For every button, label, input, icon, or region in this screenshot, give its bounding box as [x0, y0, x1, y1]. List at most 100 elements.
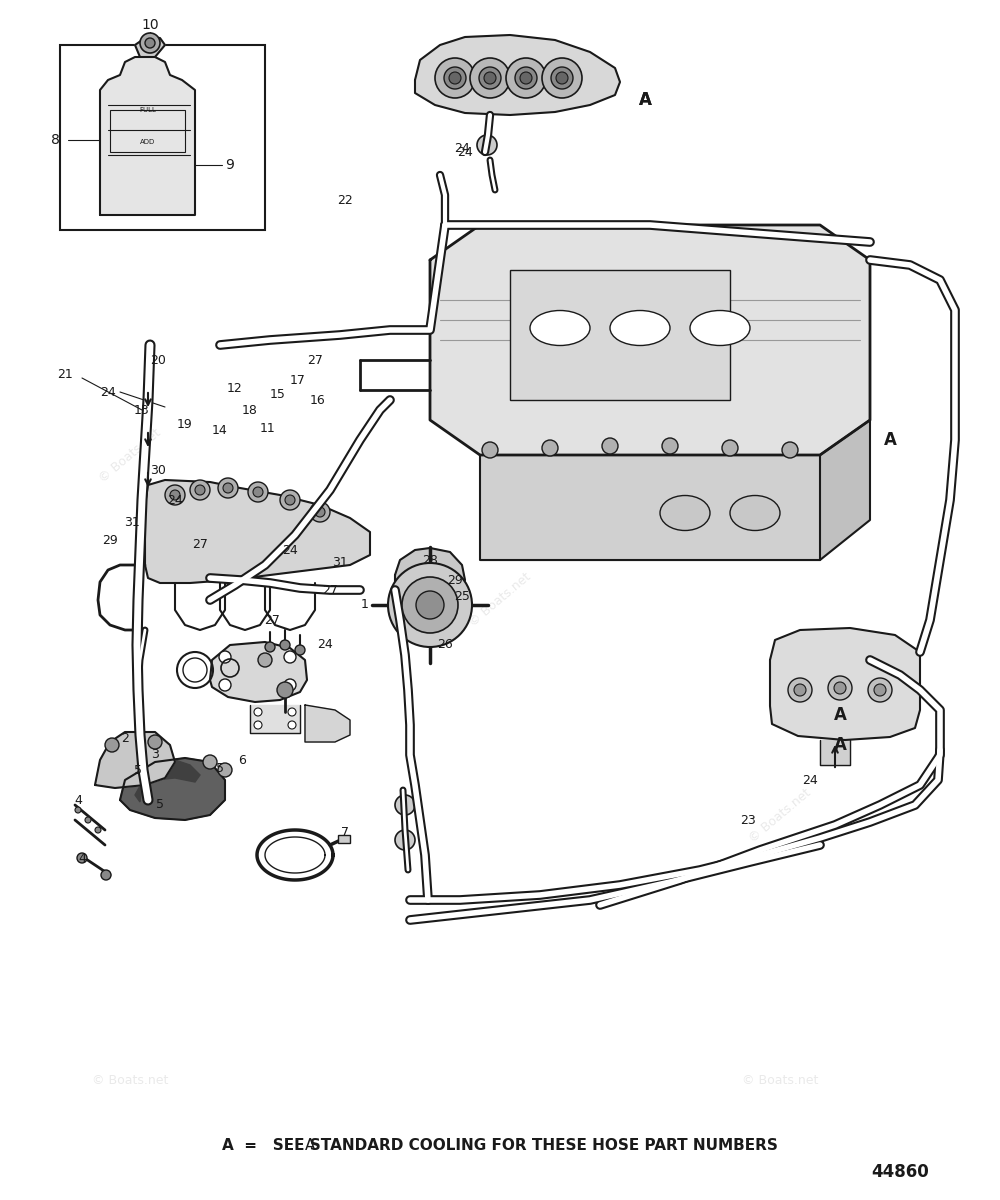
Polygon shape	[135, 758, 200, 802]
Text: 10: 10	[141, 18, 159, 32]
Text: 23: 23	[740, 814, 756, 827]
Circle shape	[395, 794, 415, 815]
Bar	[510, 270, 730, 400]
Circle shape	[280, 640, 290, 650]
Text: A  =   SEE STANDARD COOLING FOR THESE HOSE PART NUMBERS: A = SEE STANDARD COOLING FOR THESE HOSE …	[222, 1138, 778, 1152]
Text: 16: 16	[310, 394, 326, 407]
Circle shape	[253, 487, 263, 497]
Text: 44860: 44860	[871, 1163, 929, 1181]
Circle shape	[85, 817, 91, 823]
Circle shape	[449, 72, 461, 84]
Text: 3: 3	[151, 749, 159, 762]
Circle shape	[140, 32, 160, 53]
Text: 24: 24	[317, 638, 333, 652]
Circle shape	[203, 755, 217, 769]
Circle shape	[165, 485, 185, 505]
Circle shape	[223, 482, 233, 493]
Circle shape	[515, 67, 537, 89]
Polygon shape	[145, 480, 370, 583]
Text: 29: 29	[447, 574, 463, 587]
Text: 22: 22	[337, 193, 353, 206]
Text: 29: 29	[102, 534, 118, 546]
Circle shape	[722, 440, 738, 456]
Polygon shape	[95, 732, 175, 788]
Text: A: A	[834, 736, 846, 754]
Text: 6: 6	[238, 754, 246, 767]
Text: 9: 9	[226, 158, 234, 172]
Polygon shape	[135, 37, 165, 56]
Text: 1: 1	[361, 599, 369, 612]
Circle shape	[101, 870, 111, 880]
Circle shape	[280, 490, 300, 510]
Text: 4: 4	[74, 793, 82, 806]
Circle shape	[470, 58, 510, 98]
Bar	[110, 110, 185, 152]
Circle shape	[479, 67, 501, 89]
Text: © Boats.net: © Boats.net	[467, 570, 533, 630]
Text: 12: 12	[227, 382, 243, 395]
Text: © Boats.net: © Boats.net	[97, 426, 163, 486]
Text: 18: 18	[242, 403, 258, 416]
Circle shape	[288, 721, 296, 728]
Polygon shape	[820, 420, 870, 560]
Text: 25: 25	[454, 590, 470, 604]
Text: 5: 5	[216, 762, 224, 774]
Circle shape	[868, 678, 892, 702]
Text: 24: 24	[100, 385, 116, 398]
Text: 24: 24	[454, 142, 470, 155]
Bar	[338, 835, 350, 842]
Text: A: A	[884, 431, 896, 449]
Polygon shape	[305, 704, 350, 742]
Circle shape	[288, 708, 296, 716]
Circle shape	[265, 642, 275, 652]
Circle shape	[190, 480, 210, 500]
Circle shape	[218, 763, 232, 778]
Polygon shape	[100, 56, 195, 215]
Circle shape	[874, 684, 886, 696]
Circle shape	[77, 853, 87, 863]
Circle shape	[782, 442, 798, 458]
Polygon shape	[415, 35, 620, 115]
Circle shape	[277, 682, 293, 698]
Circle shape	[395, 830, 415, 850]
Circle shape	[285, 494, 295, 505]
Circle shape	[788, 678, 812, 702]
Circle shape	[556, 72, 568, 84]
Circle shape	[520, 72, 532, 84]
Polygon shape	[770, 628, 920, 740]
Ellipse shape	[730, 496, 780, 530]
Circle shape	[254, 721, 262, 728]
Text: 5: 5	[156, 798, 164, 811]
Circle shape	[477, 134, 497, 155]
Circle shape	[295, 646, 305, 655]
Circle shape	[828, 676, 852, 700]
Polygon shape	[430, 226, 870, 455]
Circle shape	[95, 827, 101, 833]
Text: © Boats.net: © Boats.net	[747, 786, 813, 846]
Circle shape	[794, 684, 806, 696]
Circle shape	[258, 653, 272, 667]
Circle shape	[284, 679, 296, 691]
Text: 24: 24	[457, 145, 473, 158]
Text: A: A	[639, 91, 651, 109]
Text: 8: 8	[51, 133, 59, 146]
Circle shape	[195, 485, 205, 494]
Text: FULL: FULL	[140, 107, 156, 113]
Text: 31: 31	[332, 556, 348, 569]
Text: 17: 17	[290, 373, 306, 386]
Text: 24: 24	[167, 493, 183, 506]
Text: 4: 4	[78, 852, 86, 864]
Circle shape	[219, 679, 231, 691]
Text: 30: 30	[150, 463, 166, 476]
Polygon shape	[120, 758, 225, 820]
Text: 31: 31	[124, 516, 140, 528]
Text: 27: 27	[192, 539, 208, 552]
Text: 27: 27	[264, 613, 280, 626]
Circle shape	[105, 738, 119, 752]
Text: 19: 19	[177, 419, 193, 432]
Text: 11: 11	[260, 421, 276, 434]
Text: 7: 7	[341, 826, 349, 839]
Text: 20: 20	[150, 354, 166, 366]
Text: ────: ────	[140, 128, 156, 134]
Circle shape	[435, 58, 475, 98]
